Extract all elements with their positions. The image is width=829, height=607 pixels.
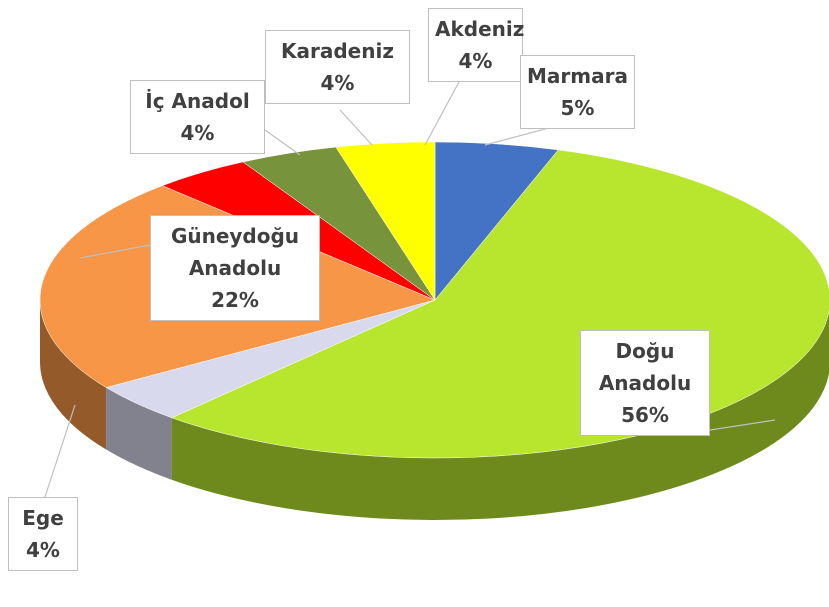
- callout-line: [709, 419, 776, 431]
- label-name: Marmara: [527, 64, 628, 88]
- callout-line: [44, 404, 76, 498]
- callout-line: [79, 244, 151, 259]
- callouts: [44, 79, 776, 498]
- data-label: İç Anadol 4%: [130, 80, 265, 154]
- label-name: Karadeniz: [281, 39, 394, 63]
- callout-line: [339, 109, 373, 146]
- label-name: Akdeniz: [435, 17, 525, 41]
- label-value: 4%: [458, 49, 493, 73]
- pie-slice-side: [171, 310, 829, 520]
- data-label: Akdeniz 4%: [428, 8, 525, 82]
- label-value: 56%: [621, 403, 669, 427]
- label-value: 22%: [211, 288, 259, 312]
- label-value: 4%: [26, 538, 60, 562]
- pie-slice-side: [106, 387, 172, 480]
- data-label: Doğu Anadolu 56%: [580, 330, 710, 436]
- label-value: 4%: [320, 71, 355, 95]
- pie-slice: [335, 141, 436, 301]
- label-value: 4%: [180, 121, 215, 145]
- data-label: Güneydoğu Anadolu 22%: [150, 215, 320, 321]
- label-name: Doğu Anadolu: [598, 339, 692, 395]
- label-name: Güneydoğu Anadolu: [170, 224, 300, 280]
- callout-line: [424, 79, 461, 146]
- data-label: Marmara 5%: [520, 55, 635, 129]
- pie-slice-side: [40, 300, 107, 450]
- label-value: 5%: [560, 96, 595, 120]
- data-label: Karadeniz 4%: [265, 30, 410, 104]
- data-label: Ege 4%: [8, 497, 78, 571]
- label-name: İç Anadol: [145, 89, 250, 113]
- callout-line: [264, 129, 301, 156]
- label-name: Ege: [22, 506, 64, 530]
